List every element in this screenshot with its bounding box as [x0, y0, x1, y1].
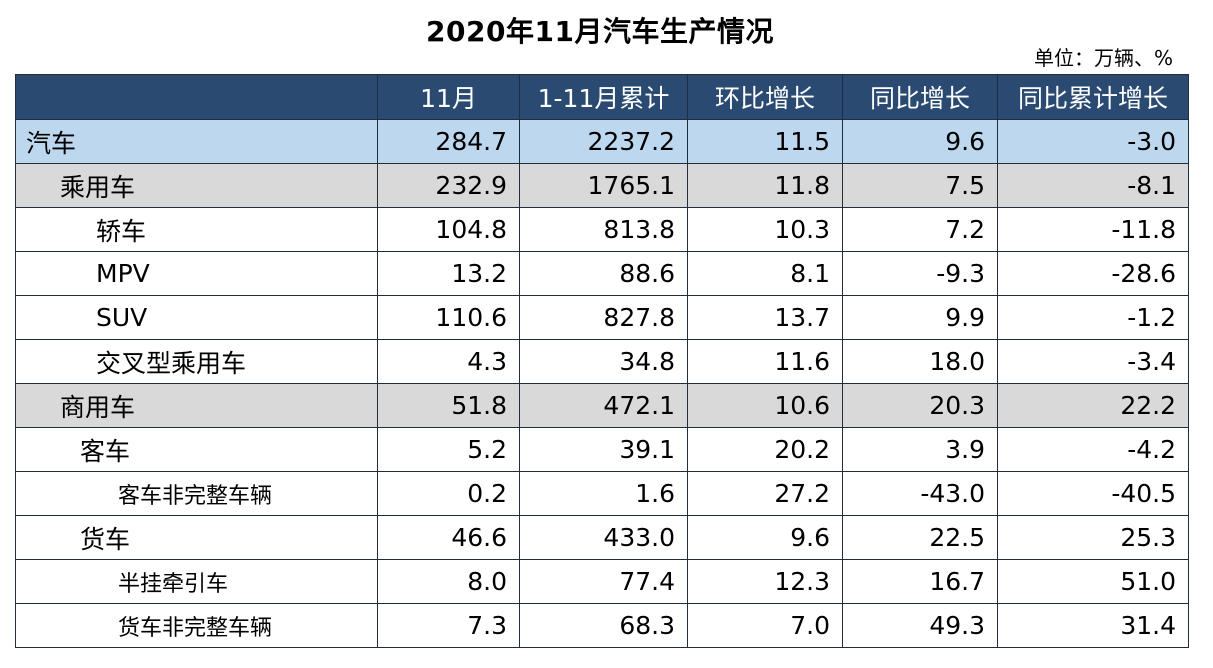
value-cell: 0.2 — [377, 471, 520, 516]
value-cell: 11.8 — [687, 163, 843, 208]
row-label: 货车非完整车辆 — [15, 603, 378, 648]
value-cell: 51.0 — [997, 559, 1189, 604]
production-table: 11月 1-11月累计 环比增长 同比增长 同比累计增长 汽车 284.7 2237… — [15, 74, 1189, 648]
value-cell: 9.9 — [842, 295, 998, 340]
value-cell: 8.1 — [687, 251, 843, 296]
value-cell: 8.0 — [377, 559, 520, 604]
value-cell: 7.0 — [687, 603, 843, 648]
header-cell: 1-11月累计 — [519, 74, 688, 120]
table-row: 乘用车 232.9 1765.1 11.8 7.5 -8.1 — [15, 163, 1189, 208]
value-cell: 284.7 — [377, 119, 520, 164]
header-cell: 11月 — [377, 74, 520, 120]
header-cell — [15, 74, 378, 120]
value-cell: -3.4 — [997, 339, 1189, 384]
value-cell: -1.2 — [997, 295, 1189, 340]
value-cell: 34.8 — [519, 339, 688, 384]
value-cell: 2237.2 — [519, 119, 688, 164]
table-row: 汽车 284.7 2237.2 11.5 9.6 -3.0 — [15, 119, 1189, 164]
value-cell: 68.3 — [519, 603, 688, 648]
value-cell: 1765.1 — [519, 163, 688, 208]
row-label: 半挂牵引车 — [15, 559, 378, 604]
value-cell: 110.6 — [377, 295, 520, 340]
value-cell: 77.4 — [519, 559, 688, 604]
value-cell: -4.2 — [997, 427, 1189, 472]
row-label: MPV — [15, 251, 378, 296]
value-cell: 3.9 — [842, 427, 998, 472]
header-cell: 同比增长 — [842, 74, 998, 120]
row-label: SUV — [15, 295, 378, 340]
value-cell: 20.3 — [842, 383, 998, 428]
value-cell: -28.6 — [997, 251, 1189, 296]
table-row: MPV 13.2 88.6 8.1 -9.3 -28.6 — [15, 251, 1189, 296]
value-cell: 22.5 — [842, 515, 998, 560]
value-cell: 232.9 — [377, 163, 520, 208]
value-cell: 27.2 — [687, 471, 843, 516]
table-row: 交叉型乘用车 4.3 34.8 11.6 18.0 -3.4 — [15, 339, 1189, 384]
table-header-row: 11月 1-11月累计 环比增长 同比增长 同比累计增长 — [15, 74, 1189, 120]
value-cell: 18.0 — [842, 339, 998, 384]
table-row: 客车 5.2 39.1 20.2 3.9 -4.2 — [15, 427, 1189, 472]
row-label: 货车 — [15, 515, 378, 560]
unit-label: 单位：万辆、% — [1033, 46, 1173, 70]
value-cell: 10.6 — [687, 383, 843, 428]
value-cell: 16.7 — [842, 559, 998, 604]
header-cell: 环比增长 — [687, 74, 843, 120]
value-cell: 25.3 — [997, 515, 1189, 560]
value-cell: 813.8 — [519, 207, 688, 252]
table-row: SUV 110.6 827.8 13.7 9.9 -1.2 — [15, 295, 1189, 340]
value-cell: 7.2 — [842, 207, 998, 252]
value-cell: -9.3 — [842, 251, 998, 296]
value-cell: -11.8 — [997, 207, 1189, 252]
row-label: 商用车 — [15, 383, 378, 428]
value-cell: 88.6 — [519, 251, 688, 296]
value-cell: 5.2 — [377, 427, 520, 472]
value-cell: 7.5 — [842, 163, 998, 208]
row-label: 客车非完整车辆 — [15, 471, 378, 516]
value-cell: -40.5 — [997, 471, 1189, 516]
value-cell: 46.6 — [377, 515, 520, 560]
table-row: 半挂牵引车 8.0 77.4 12.3 16.7 51.0 — [15, 559, 1189, 604]
value-cell: 10.3 — [687, 207, 843, 252]
table-row: 货车 46.6 433.0 9.6 22.5 25.3 — [15, 515, 1189, 560]
row-label: 乘用车 — [15, 163, 378, 208]
table-title: 2020年11月汽车生产情况 — [426, 15, 774, 48]
value-cell: 4.3 — [377, 339, 520, 384]
row-label: 客车 — [15, 427, 378, 472]
value-cell: 433.0 — [519, 515, 688, 560]
value-cell: 51.8 — [377, 383, 520, 428]
value-cell: 472.1 — [519, 383, 688, 428]
value-cell: 9.6 — [687, 515, 843, 560]
value-cell: 104.8 — [377, 207, 520, 252]
value-cell: 49.3 — [842, 603, 998, 648]
header-cell: 同比累计增长 — [997, 74, 1189, 120]
table-row: 轿车 104.8 813.8 10.3 7.2 -11.8 — [15, 207, 1189, 252]
value-cell: 12.3 — [687, 559, 843, 604]
table-row: 商用车 51.8 472.1 10.6 20.3 22.2 — [15, 383, 1189, 428]
row-label: 交叉型乘用车 — [15, 339, 378, 384]
value-cell: 9.6 — [842, 119, 998, 164]
value-cell: -43.0 — [842, 471, 998, 516]
value-cell: 39.1 — [519, 427, 688, 472]
value-cell: 7.3 — [377, 603, 520, 648]
value-cell: 13.7 — [687, 295, 843, 340]
table-row: 客车非完整车辆 0.2 1.6 27.2 -43.0 -40.5 — [15, 471, 1189, 516]
value-cell: 11.5 — [687, 119, 843, 164]
value-cell: 20.2 — [687, 427, 843, 472]
value-cell: -8.1 — [997, 163, 1189, 208]
value-cell: 13.2 — [377, 251, 520, 296]
row-label: 轿车 — [15, 207, 378, 252]
value-cell: 22.2 — [997, 383, 1189, 428]
value-cell: 1.6 — [519, 471, 688, 516]
table-row: 货车非完整车辆 7.3 68.3 7.0 49.3 31.4 — [15, 603, 1189, 648]
table-body: 汽车 284.7 2237.2 11.5 9.6 -3.0 乘用车 232.9 1765.1 11… — [15, 119, 1189, 648]
value-cell: 11.6 — [687, 339, 843, 384]
value-cell: -3.0 — [997, 119, 1189, 164]
value-cell: 827.8 — [519, 295, 688, 340]
row-label: 汽车 — [15, 119, 378, 164]
value-cell: 31.4 — [997, 603, 1189, 648]
